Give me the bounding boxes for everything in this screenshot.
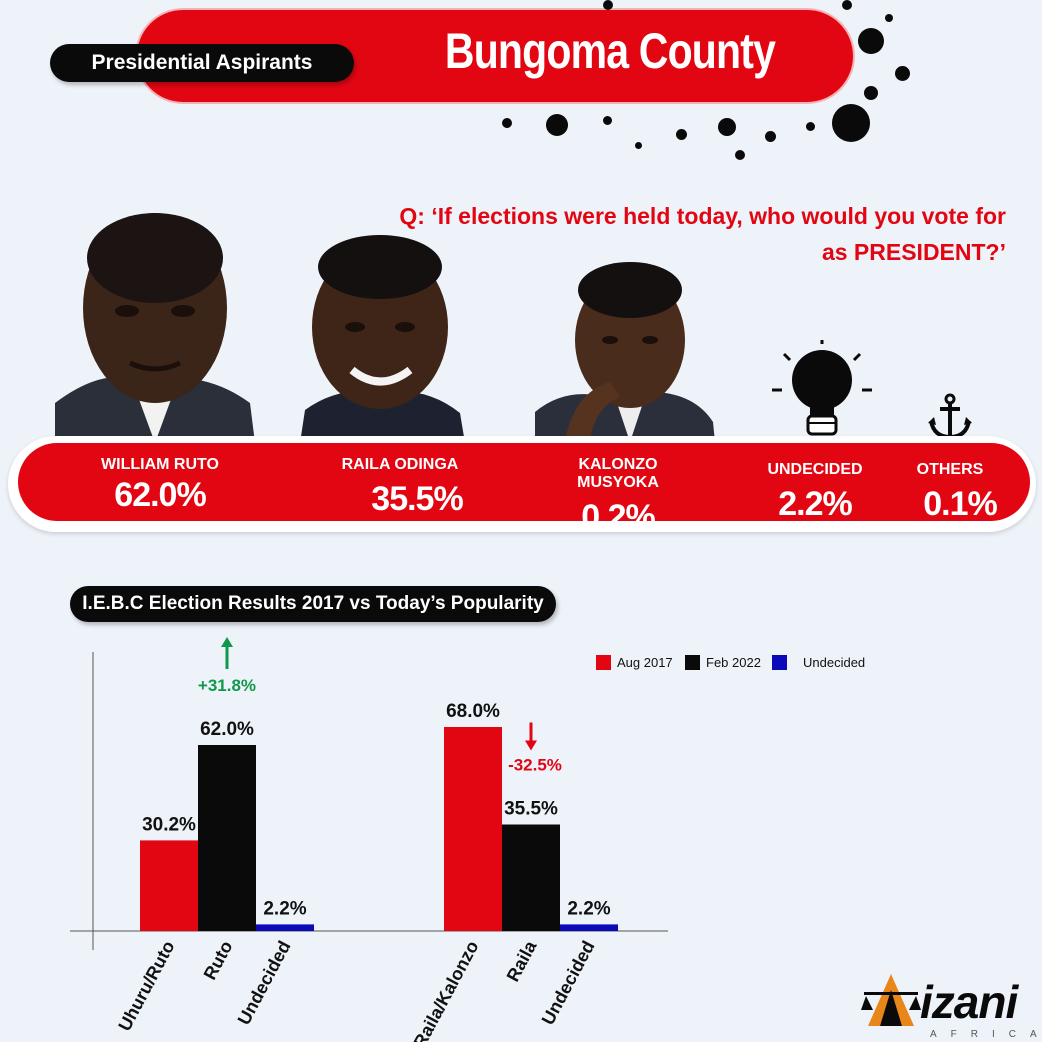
bar	[256, 924, 314, 931]
change-label: +31.8%	[198, 676, 256, 695]
result-percent: 35.5%	[371, 480, 463, 518]
data-label: 35.5%	[504, 799, 558, 820]
bar	[444, 727, 502, 931]
result-william-ruto: WILLIAM RUTO 62.0%	[85, 456, 235, 515]
portrait-kalonzo-musyoka	[535, 262, 715, 442]
result-percent: 2.2%	[778, 485, 853, 523]
lightbulb-icon	[772, 340, 872, 436]
question-line-2: as PRESIDENT?’	[821, 239, 1006, 265]
category-label: Uhuru/Ruto	[114, 937, 178, 1034]
category-label: Undecided	[234, 937, 295, 1028]
legend-swatch	[685, 655, 700, 670]
legend-undecided: Undecided	[772, 655, 865, 670]
result-raila-odinga: RAILA ODINGA 35.5%	[325, 456, 475, 519]
bar	[198, 745, 256, 931]
legend-feb-2022: Feb 2022	[685, 655, 761, 670]
result-undecided: UNDECIDED 2.2%	[755, 461, 875, 524]
data-label: 30.2%	[142, 814, 196, 835]
bar	[140, 840, 198, 931]
legend-swatch	[596, 655, 611, 670]
result-kalonzo-musyoka: KALONZO MUSYOKA 0.2%	[538, 456, 698, 537]
result-percent: 0.1%	[923, 485, 998, 523]
category-label: Undecided	[538, 937, 599, 1028]
change-arrowhead	[221, 637, 233, 647]
result-percent: 0.2%	[581, 498, 656, 536]
legend-swatch	[772, 655, 787, 670]
question-line-1: Q: ‘If elections were held today, who wo…	[399, 203, 1006, 229]
data-label: 68.0%	[446, 701, 500, 722]
result-others: OTHERS 0.1%	[900, 461, 1000, 524]
results-band	[18, 443, 1030, 521]
chart-title: I.E.B.C Election Results 2017 vs Today’s…	[70, 586, 556, 622]
result-name: KALONZO MUSYOKA	[577, 456, 659, 491]
data-label: 2.2%	[263, 898, 306, 919]
result-name: UNDECIDED	[767, 461, 863, 478]
data-label: 62.0%	[200, 719, 254, 740]
legend-label: Undecided	[803, 655, 866, 670]
data-label: 2.2%	[567, 898, 610, 919]
brand-name: izani	[920, 976, 1018, 1028]
portrait-raila-odinga	[300, 235, 465, 443]
legend-aug-2017: Aug 2017	[596, 655, 673, 670]
portrait-william-ruto	[55, 213, 255, 443]
change-label: -32.5%	[508, 756, 562, 775]
page-title: Bungoma County	[444, 23, 776, 79]
result-name: RAILA ODINGA	[341, 456, 459, 473]
legend-label: Aug 2017	[617, 655, 673, 670]
bar	[560, 924, 618, 931]
legend-label: Feb 2022	[706, 655, 761, 670]
result-name: WILLIAM RUTO	[101, 456, 219, 473]
section-label: Presidential Aspirants	[50, 44, 354, 82]
category-label: Raila/Kalonzo	[409, 937, 482, 1042]
result-name: OTHERS	[916, 461, 984, 478]
mizani-scales-logo	[861, 974, 921, 1026]
bar	[502, 824, 560, 931]
result-percent: 62.0%	[114, 476, 206, 514]
brand-sub: AFRICA	[930, 1029, 1042, 1040]
category-label: Ruto	[200, 937, 237, 983]
change-arrowhead	[525, 740, 537, 751]
category-label: Raila	[503, 937, 541, 985]
survey-question: Q: ‘If elections were held today, who wo…	[386, 198, 1006, 270]
